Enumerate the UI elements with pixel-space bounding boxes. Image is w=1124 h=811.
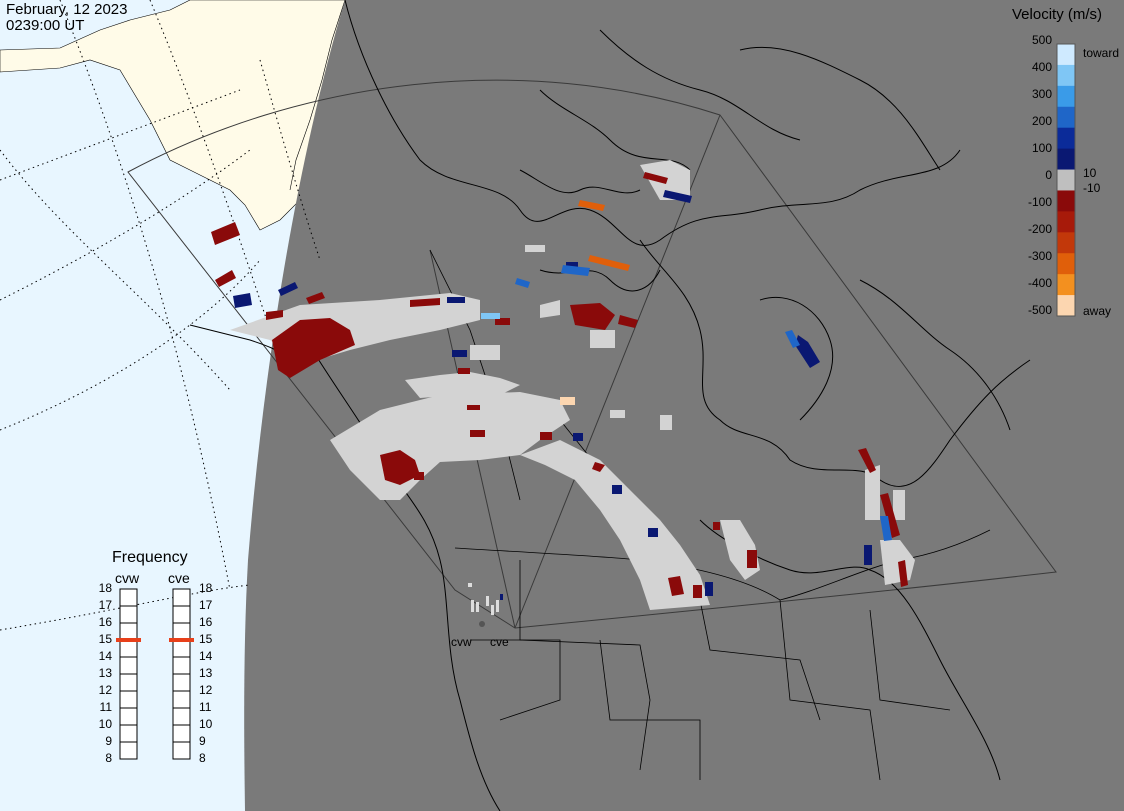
colorbar-outline xyxy=(1056,43,1076,317)
frequency-scale-label: 10 xyxy=(199,717,213,731)
colorbar-tick-label: 300 xyxy=(1031,87,1052,101)
colorbar-tick-label: 400 xyxy=(1031,60,1052,74)
colorbar-label-10: 10 xyxy=(1083,166,1097,180)
velocity-scatter xyxy=(211,172,908,598)
colorbar-segment xyxy=(1057,232,1075,254)
alaska-day-coast xyxy=(289,0,346,191)
frequency-scale-label: 17 xyxy=(199,598,213,612)
frequency-scale-label: 9 xyxy=(105,734,112,748)
radar-name-cve: cve xyxy=(168,570,190,586)
lat-lon-grid xyxy=(0,0,321,631)
ground-scatter xyxy=(230,160,915,610)
colorbar-tick-label: -500 xyxy=(1027,303,1052,317)
frequency-scale-label: 17 xyxy=(98,598,112,612)
dayside-land xyxy=(0,0,346,231)
frequency-scale-label: 16 xyxy=(199,615,213,629)
away-label: away xyxy=(1083,304,1112,318)
frequency-scale-label: 11 xyxy=(199,700,212,714)
time-text: 0239:00 UT xyxy=(6,17,85,34)
nightside xyxy=(244,0,1124,811)
colorbar-tick-label: 200 xyxy=(1031,114,1052,128)
frequency-scale-label: 13 xyxy=(199,666,213,680)
frequency-scale-label: 16 xyxy=(98,615,112,629)
frequency-scale-label: 15 xyxy=(98,632,112,646)
timestamp-header: February, 12 2023 0239:00 UT xyxy=(6,2,127,34)
colorbar-tick-label: -300 xyxy=(1027,249,1052,263)
frequency-scale-label: 12 xyxy=(199,683,213,697)
frequency-scale-label: 12 xyxy=(98,683,112,697)
colorbar-title: Velocity (m/s) xyxy=(1012,6,1103,23)
frequency-scale-label: 8 xyxy=(199,751,206,765)
frequency-scale-label: 14 xyxy=(98,649,112,663)
colorbar-tick-label: -100 xyxy=(1027,195,1052,209)
colorbar-segment xyxy=(1057,274,1075,296)
colorbar-tick-label: -200 xyxy=(1027,222,1052,236)
colorbar-label-neg10: -10 xyxy=(1083,181,1101,195)
colorbar-segment xyxy=(1057,253,1075,275)
colorbar-segment xyxy=(1057,44,1075,66)
frequency-scale-label: 10 xyxy=(98,717,112,731)
colorbar-segment xyxy=(1057,127,1075,150)
colorbar-tick-label: 500 xyxy=(1031,33,1052,47)
frequency-scale-label: 18 xyxy=(199,581,213,595)
colorbar-segment xyxy=(1057,169,1075,191)
frequency-scale-label: 13 xyxy=(98,666,112,680)
colorbar-segment xyxy=(1057,190,1075,212)
radar-name-cvw: cvw xyxy=(115,570,140,586)
site-label-cve: cve xyxy=(490,635,509,649)
colorbar-segment xyxy=(1057,64,1075,87)
frequency-scale-label: 15 xyxy=(199,632,213,646)
colorbar-tick-label: 0 xyxy=(1045,168,1052,182)
frequency-title: Frequency xyxy=(112,549,188,566)
toward-label: toward xyxy=(1083,46,1120,60)
radar-beam-blue xyxy=(500,594,503,600)
colorbar-segment xyxy=(1057,148,1075,171)
site-label-cvw: cvw xyxy=(451,635,472,649)
frequency-scale-label: 9 xyxy=(199,734,206,748)
velocity-colorbar xyxy=(1056,43,1076,317)
colorbar-segment xyxy=(1057,106,1075,129)
colorbar-tick-label: -400 xyxy=(1027,276,1052,290)
colorbar-tick-label: 100 xyxy=(1031,141,1052,155)
radar-sites xyxy=(468,583,499,627)
colorbar-segment xyxy=(1057,295,1075,317)
frequency-scale-label: 8 xyxy=(105,751,112,765)
frequency-scale-label: 14 xyxy=(199,649,213,663)
colorbar-segment xyxy=(1057,85,1075,108)
date-text: February, 12 2023 xyxy=(6,1,128,18)
frequency-scale-label: 18 xyxy=(98,581,112,595)
frequency-scale-label: 11 xyxy=(99,700,112,714)
colorbar-segment xyxy=(1057,211,1075,233)
